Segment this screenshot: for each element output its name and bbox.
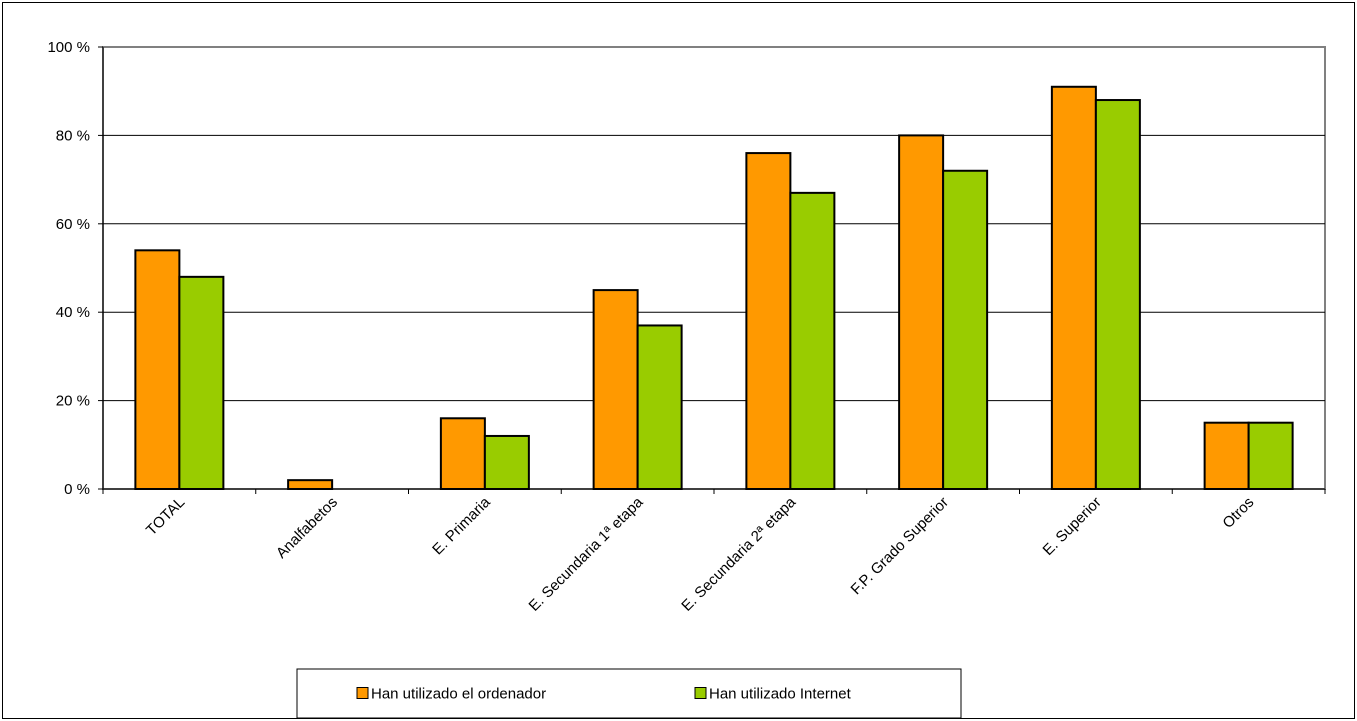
bar <box>1050 85 1097 490</box>
x-tick-label: E. Superior <box>1040 494 1105 559</box>
legend-label: Han utilizado el ordenador <box>371 686 546 703</box>
x-tick-label: F.P. Grado Superior <box>848 494 952 598</box>
x-tick-label: Analfabetos <box>273 494 341 562</box>
x-tick-label: Otros <box>1219 494 1257 532</box>
legend-swatch <box>356 687 369 699</box>
bar <box>178 275 225 490</box>
plot-area-border <box>102 46 1326 490</box>
x-tick-label: E. Primaria <box>429 493 494 558</box>
y-tick-label: 0 % <box>64 481 90 498</box>
y-tick-label: 40 % <box>56 304 90 321</box>
bar <box>942 169 989 490</box>
y-tick-label: 60 % <box>56 216 90 233</box>
y-tick-label: 20 % <box>56 393 90 410</box>
grid-lines <box>102 46 1326 490</box>
bar <box>745 152 792 491</box>
x-tick-label: E. Secundaria 1ª etapa <box>526 493 647 614</box>
bar <box>789 191 836 491</box>
y-tick-label: 80 % <box>56 127 90 144</box>
bar <box>134 249 181 490</box>
legend: Han utilizado el ordenador Han utilizado … <box>296 668 962 719</box>
bar <box>1203 421 1250 491</box>
bar <box>636 324 683 490</box>
bar <box>483 434 530 490</box>
x-tick-label: TOTAL <box>143 494 188 539</box>
bar <box>287 479 334 491</box>
bar <box>592 289 639 490</box>
y-tick-label: 100 % <box>47 39 90 56</box>
bar <box>1094 99 1141 490</box>
legend-swatch <box>694 687 707 699</box>
x-tick-label: E. Secundaria 2ª etapa <box>678 493 799 614</box>
legend-box <box>296 668 962 719</box>
bar <box>439 417 486 490</box>
legend-label: Han utilizado Internet <box>709 686 852 703</box>
bar <box>898 134 945 490</box>
bars <box>134 85 1294 491</box>
bar <box>1247 421 1294 491</box>
